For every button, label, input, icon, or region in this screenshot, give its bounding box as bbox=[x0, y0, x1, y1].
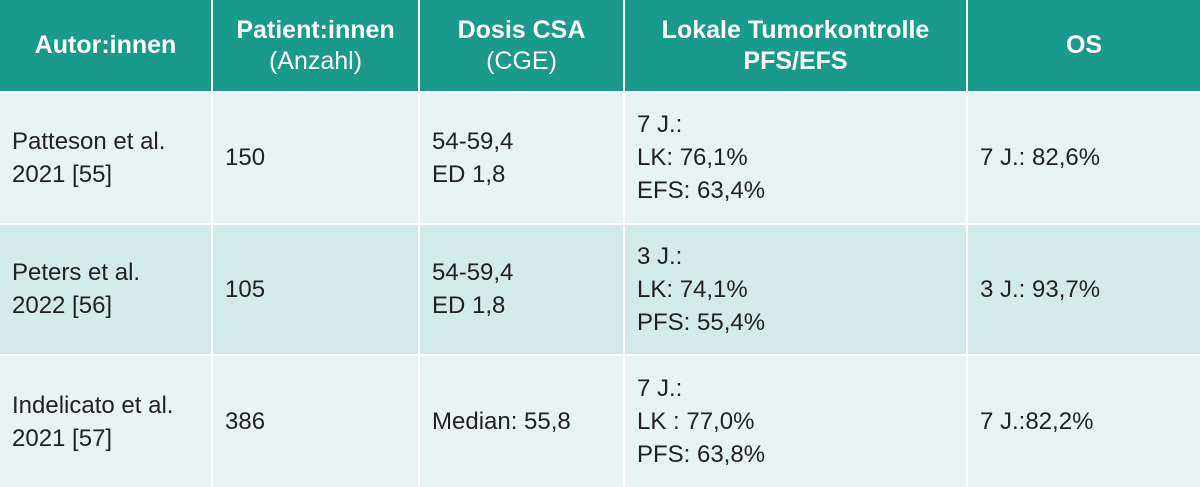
header-dose-subtitle: (CGE) bbox=[486, 46, 557, 75]
cell-author: Indelicato et al. 2021 [57] bbox=[0, 354, 213, 487]
header-patients: Patient:innen (Anzahl) bbox=[212, 0, 420, 92]
dose-median: Median: 55,8 bbox=[432, 408, 571, 436]
control-timepoint: 3 J.: bbox=[637, 242, 683, 270]
cell-os: 7 J.:82,2% bbox=[967, 354, 1200, 487]
author-name: Indelicato et al. bbox=[12, 391, 174, 419]
header-os: OS bbox=[967, 0, 1200, 92]
control-survival: EFS: 63,4% bbox=[637, 177, 766, 205]
control-lk: LK: 76,1% bbox=[637, 144, 748, 172]
cell-author: Patteson et al. 2021 [55] bbox=[0, 91, 213, 224]
control-lk: LK: 74,1% bbox=[637, 275, 748, 303]
header-dose: Dosis CSA (CGE) bbox=[419, 0, 625, 92]
table-row: Indelicato et al. 2021 [57] 386 Median: … bbox=[0, 354, 1200, 487]
cell-os: 7 J.: 82,6% bbox=[967, 91, 1200, 224]
dose-single: ED 1,8 bbox=[432, 292, 506, 320]
header-patients-title: Patient:innen bbox=[236, 15, 395, 44]
table-row: Patteson et al. 2021 [55] 150 54-59,4 ED… bbox=[0, 91, 1200, 224]
author-reference: 2021 [57] bbox=[12, 424, 113, 452]
header-control-subtitle: PFS/EFS bbox=[743, 46, 848, 75]
header-patients-subtitle: (Anzahl) bbox=[268, 46, 363, 75]
control-timepoint: 7 J.: bbox=[637, 375, 683, 403]
cell-dose: 54-59,4 ED 1,8 bbox=[419, 91, 625, 224]
control-timepoint: 7 J.: bbox=[637, 111, 683, 139]
header-dose-title: Dosis CSA bbox=[457, 15, 586, 44]
cell-dose: 54-59,4 ED 1,8 bbox=[419, 222, 625, 356]
header-row: Autor:innen Patient:innen (Anzahl) Dosis… bbox=[0, 0, 1200, 92]
cell-patients: 386 bbox=[212, 354, 420, 487]
header-os-title: OS bbox=[1065, 31, 1103, 59]
cell-control: 3 J.: LK: 74,1% PFS: 55,4% bbox=[624, 222, 968, 356]
cell-control: 7 J.: LK : 77,0% PFS: 63,8% bbox=[624, 354, 968, 487]
header-author: Autor:innen bbox=[0, 0, 213, 92]
control-survival: PFS: 63,8% bbox=[637, 441, 766, 469]
author-reference: 2022 [56] bbox=[12, 292, 113, 320]
author-name: Peters et al. bbox=[12, 259, 141, 287]
dose-single: ED 1,8 bbox=[432, 160, 506, 188]
header-control: Lokale Tumorkontrolle PFS/EFS bbox=[624, 0, 968, 92]
cell-patients: 105 bbox=[212, 222, 420, 356]
header-control-title: Lokale Tumorkontrolle bbox=[661, 15, 930, 44]
header-author-title: Autor:innen bbox=[34, 31, 177, 59]
cell-control: 7 J.: LK: 76,1% EFS: 63,4% bbox=[624, 91, 968, 224]
control-survival: PFS: 55,4% bbox=[637, 308, 766, 336]
cell-patients: 150 bbox=[212, 91, 420, 224]
author-name: Patteson et al. bbox=[12, 127, 166, 155]
control-lk: LK : 77,0% bbox=[637, 408, 755, 436]
cell-author: Peters et al. 2022 [56] bbox=[0, 222, 213, 356]
dose-range: 54-59,4 bbox=[432, 127, 514, 155]
author-reference: 2021 [55] bbox=[12, 160, 113, 188]
dose-range: 54-59,4 bbox=[432, 259, 514, 287]
cell-dose: Median: 55,8 bbox=[419, 354, 625, 487]
cell-os: 3 J.: 93,7% bbox=[967, 222, 1200, 356]
table-row: Peters et al. 2022 [56] 105 54-59,4 ED 1… bbox=[0, 222, 1200, 356]
